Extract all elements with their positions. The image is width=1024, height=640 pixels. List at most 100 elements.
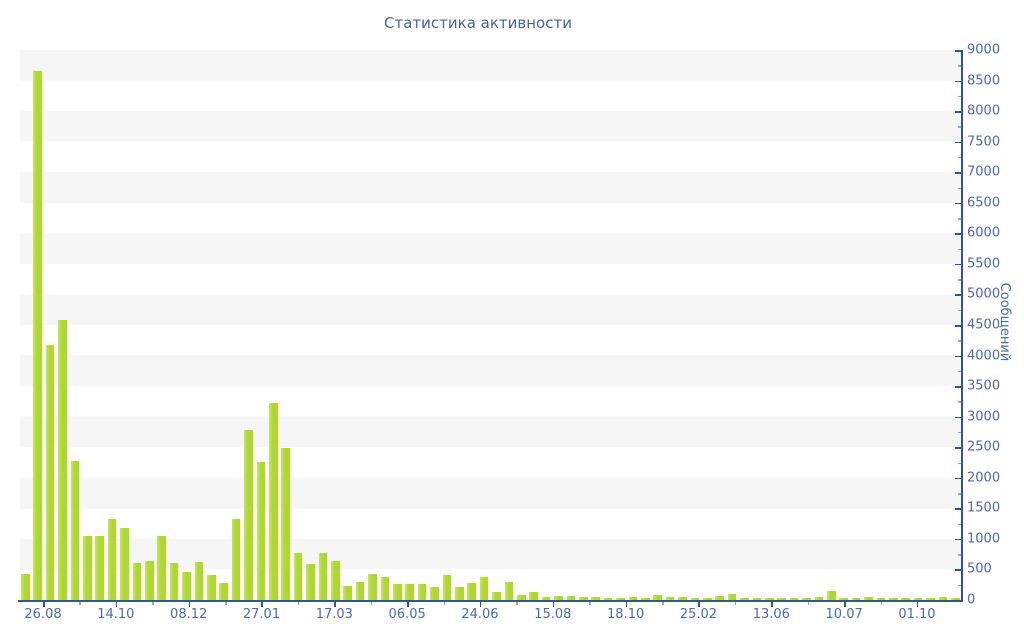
bar[interactable] [83, 535, 92, 600]
bar[interactable] [628, 597, 638, 600]
bar[interactable] [58, 320, 67, 600]
bar[interactable] [33, 70, 43, 600]
x-major-tick [261, 602, 263, 607]
bar[interactable] [306, 564, 315, 600]
bar[interactable] [318, 552, 328, 600]
y-major-tick [955, 508, 961, 510]
x-tick-label: 25.02 [679, 607, 718, 622]
bar[interactable] [827, 591, 836, 600]
bar[interactable] [504, 581, 514, 600]
y-tick-label: 8500 [967, 73, 1001, 89]
bar[interactable] [269, 402, 278, 600]
bar[interactable] [715, 595, 725, 600]
bar[interactable] [765, 598, 774, 600]
x-tick-label: 06.05 [388, 607, 426, 622]
bar[interactable] [182, 571, 191, 600]
bar[interactable] [802, 598, 811, 600]
bar[interactable] [331, 560, 340, 600]
bar[interactable] [120, 527, 129, 600]
bar[interactable] [343, 585, 353, 600]
y-minor-tick [958, 523, 961, 526]
bar[interactable] [876, 598, 886, 600]
bar[interactable] [194, 561, 204, 600]
bar[interactable] [864, 596, 873, 600]
bar[interactable] [517, 595, 526, 600]
bar[interactable] [913, 598, 923, 600]
bar[interactable] [777, 598, 787, 600]
bar[interactable] [665, 597, 675, 600]
x-major-tick [916, 602, 919, 607]
y-tick-label: 3500 [967, 378, 1001, 394]
y-tick-label: 7000 [967, 164, 1001, 180]
bar[interactable] [492, 592, 501, 600]
bar[interactable] [752, 598, 762, 600]
bar[interactable] [293, 553, 303, 600]
bar[interactable] [901, 598, 911, 600]
bar[interactable] [467, 582, 477, 600]
bar[interactable] [145, 560, 154, 600]
bar[interactable] [405, 584, 415, 600]
bar[interactable] [851, 598, 861, 600]
x-major-tick [43, 602, 45, 607]
bar[interactable] [529, 591, 539, 600]
bar[interactable] [430, 586, 439, 600]
y-major-tick [955, 325, 961, 327]
bar[interactable] [566, 596, 576, 600]
bar[interactable] [207, 575, 216, 600]
bar[interactable] [740, 597, 749, 600]
bar[interactable] [814, 596, 824, 600]
x-major-tick [334, 602, 336, 607]
bar[interactable] [839, 598, 849, 600]
bar[interactable] [926, 598, 935, 600]
bar[interactable] [703, 597, 712, 600]
bar[interactable] [591, 597, 601, 600]
bar[interactable] [479, 576, 489, 600]
bar[interactable] [95, 535, 105, 600]
y-major-tick [955, 172, 961, 174]
x-minor-tick [807, 602, 810, 605]
bar[interactable] [169, 563, 179, 600]
bar[interactable] [157, 536, 167, 600]
bar[interactable] [368, 574, 377, 600]
bar[interactable] [417, 584, 427, 600]
bar[interactable] [256, 461, 266, 600]
bar[interactable] [380, 577, 390, 600]
y-tick-label: 6500 [967, 195, 1001, 211]
y-minor-tick [958, 309, 961, 312]
bar[interactable] [132, 563, 142, 600]
bar[interactable] [231, 519, 241, 600]
y-minor-tick [958, 554, 961, 556]
x-tick-label: 13.06 [752, 607, 790, 622]
bar[interactable] [45, 345, 55, 600]
bar[interactable] [554, 596, 563, 600]
bar[interactable] [70, 460, 80, 600]
bar[interactable] [789, 598, 799, 600]
y-tick-label: 5000 [967, 286, 1001, 302]
bar[interactable] [281, 448, 291, 600]
bar[interactable] [442, 575, 452, 600]
bar[interactable] [21, 574, 30, 600]
bar[interactable] [690, 598, 700, 600]
bar[interactable] [579, 597, 588, 600]
y-tick-label: 0 [967, 592, 976, 608]
bar[interactable] [938, 596, 948, 600]
bar[interactable] [107, 519, 117, 600]
bar[interactable] [641, 598, 650, 600]
bar[interactable] [603, 598, 613, 600]
bar[interactable] [951, 598, 960, 600]
bar[interactable] [541, 597, 551, 600]
bar[interactable] [244, 430, 253, 600]
bar[interactable] [393, 584, 402, 600]
bar[interactable] [678, 597, 687, 600]
bar[interactable] [219, 583, 229, 600]
bar[interactable] [653, 594, 663, 600]
bar[interactable] [355, 582, 365, 600]
bar[interactable] [455, 586, 464, 600]
y-tick-label: 2500 [967, 439, 1001, 455]
bar[interactable] [727, 593, 737, 600]
bar[interactable] [616, 598, 625, 600]
y-tick-label: 9000 [967, 42, 1001, 58]
bar[interactable] [889, 598, 898, 600]
y-minor-tick [958, 218, 961, 220]
x-minor-tick [734, 602, 737, 605]
